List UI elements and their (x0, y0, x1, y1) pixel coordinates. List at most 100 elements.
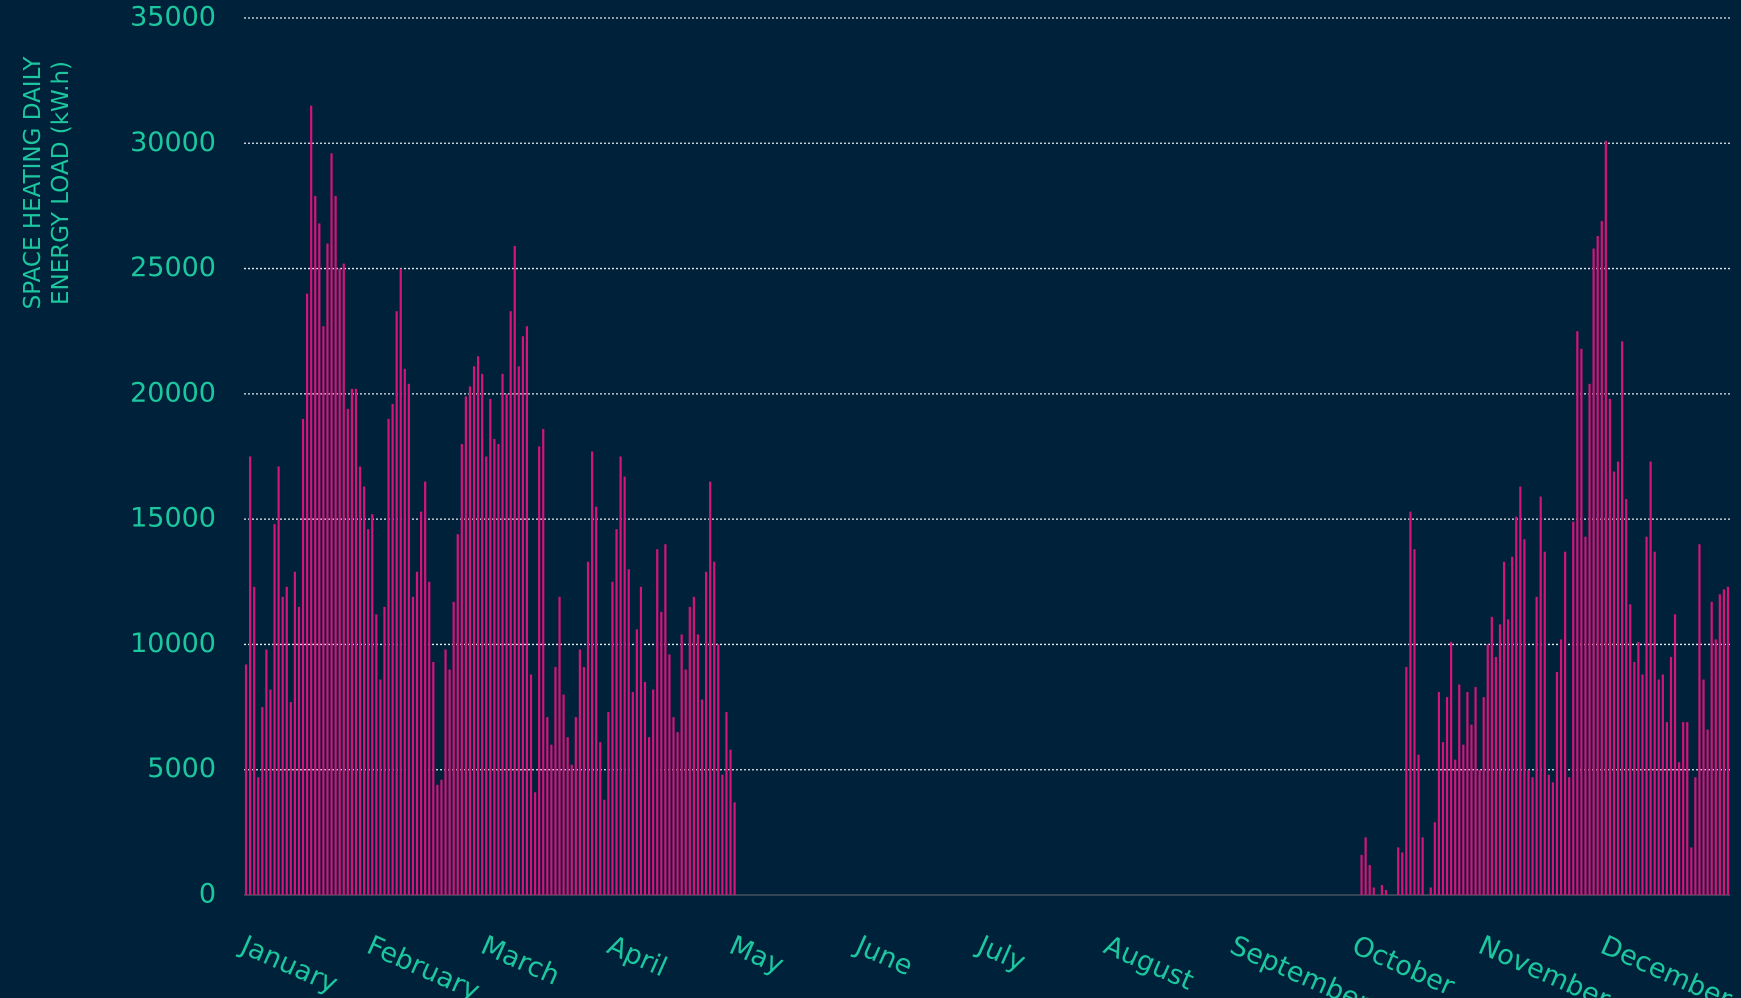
bar (1466, 692, 1469, 895)
bar (1482, 697, 1485, 895)
bar (1584, 536, 1587, 895)
bar (1413, 549, 1416, 895)
bar (489, 398, 492, 895)
x-tick-label: September (1225, 930, 1375, 998)
bar (1478, 769, 1481, 895)
bar (717, 644, 720, 895)
bar (1527, 769, 1530, 895)
bar (1702, 679, 1705, 895)
bar (505, 393, 508, 895)
bar (452, 601, 455, 895)
y-tick-label: 0 (199, 879, 216, 910)
bar (521, 336, 524, 895)
bar (623, 476, 626, 895)
y-tick-label: 5000 (147, 753, 216, 784)
x-tick-label: February (362, 930, 484, 998)
bar (582, 666, 586, 895)
bar (1572, 521, 1575, 895)
bar (1633, 661, 1636, 895)
bar (1445, 697, 1449, 895)
bar (529, 674, 533, 895)
bar (1559, 639, 1563, 895)
bar (444, 649, 447, 895)
bar (1580, 348, 1583, 895)
bar (1401, 852, 1404, 895)
bar (1384, 889, 1388, 895)
bar (281, 596, 284, 895)
x-tick-label: April (603, 930, 672, 983)
bar (269, 689, 272, 895)
bar (611, 581, 614, 895)
bar (1625, 499, 1628, 895)
bar (456, 534, 459, 895)
bar (1592, 248, 1595, 896)
bar (1409, 511, 1412, 895)
bar (517, 366, 520, 895)
bar (354, 388, 358, 895)
bar (289, 702, 292, 895)
bar (346, 408, 349, 895)
bar (399, 268, 402, 896)
bar (619, 456, 622, 895)
bar (358, 466, 362, 895)
bar (285, 586, 288, 895)
bar (1641, 674, 1644, 895)
bar (1360, 854, 1363, 895)
bar (1490, 616, 1493, 895)
bar (1531, 777, 1534, 895)
y-tick-label: 30000 (130, 127, 216, 158)
bar (562, 694, 565, 895)
bar (1462, 744, 1465, 895)
bar (440, 779, 443, 895)
bar (253, 586, 256, 895)
x-tick-label: August (1099, 930, 1198, 997)
bar (1657, 679, 1660, 895)
bar (293, 571, 296, 895)
bar (586, 561, 590, 895)
bar (1523, 539, 1526, 895)
bar (1486, 644, 1489, 895)
bar (1604, 140, 1607, 895)
bar (1498, 624, 1502, 895)
bar (656, 549, 659, 895)
bar (1454, 759, 1457, 895)
bar (570, 764, 573, 895)
bar (1588, 383, 1591, 895)
bar (709, 481, 712, 895)
bar (631, 692, 634, 895)
bar (330, 153, 333, 895)
bar (1380, 884, 1384, 895)
bar (635, 629, 638, 895)
bar (1547, 774, 1550, 895)
bar (1722, 589, 1725, 895)
bar (403, 368, 406, 895)
bar (729, 749, 732, 895)
bar (538, 446, 541, 895)
bar (428, 581, 431, 895)
bar (1612, 471, 1616, 895)
bar (1450, 641, 1453, 895)
y-tick-label: 10000 (130, 628, 216, 659)
bar (704, 571, 708, 895)
y-tick-label: 35000 (130, 2, 216, 33)
bar (1405, 666, 1408, 895)
bar (668, 654, 671, 895)
bar (338, 268, 341, 896)
bar (627, 569, 630, 895)
bar (407, 383, 410, 895)
bar (660, 611, 663, 895)
bar (1694, 777, 1697, 895)
bar (533, 792, 537, 895)
bar (1726, 586, 1730, 895)
bar (1364, 837, 1367, 895)
bar (318, 223, 321, 895)
bar (1661, 674, 1664, 895)
bar (1502, 561, 1506, 895)
bar (542, 428, 545, 895)
bar (432, 661, 435, 895)
bar (273, 524, 276, 895)
bar (1437, 692, 1441, 895)
bar (1368, 864, 1371, 895)
bar (1629, 604, 1632, 895)
bar (664, 544, 667, 895)
